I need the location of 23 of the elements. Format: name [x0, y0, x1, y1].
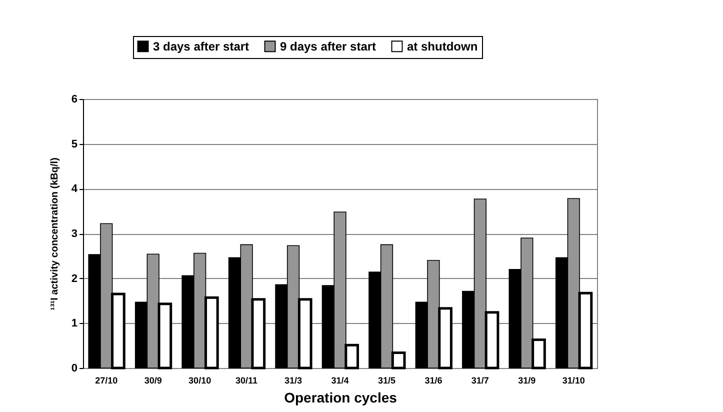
x-tick-label: 30/11 — [236, 376, 258, 386]
y-tick-label: 3 — [71, 228, 78, 240]
x-tick-label: 31/3 — [284, 376, 302, 386]
x-tick-label: 27/10 — [95, 376, 118, 386]
y-axis-title: ¹³¹I activity concentration (kBq/l) — [49, 158, 60, 310]
legend-label: 9 days after start — [280, 39, 376, 54]
y-tick-label: 1 — [71, 318, 78, 330]
y-tick-label: 4 — [71, 183, 78, 196]
x-tick-label: 31/6 — [424, 376, 442, 386]
y-tick-label: 0 — [71, 362, 78, 374]
x-tick-label: 31/9 — [518, 376, 536, 386]
x-tick-label: 31/10 — [562, 376, 585, 386]
x-tick-label: 30/9 — [144, 376, 162, 386]
y-tick-label: 2 — [71, 272, 78, 285]
legend-label: at shutdown — [407, 39, 478, 54]
x-tick-label: 30/10 — [188, 376, 212, 386]
x-tick-label: 31/4 — [331, 376, 349, 386]
x-tick-label: 31/5 — [378, 376, 396, 386]
y-tick-label: 6 — [71, 94, 78, 106]
x-axis-title: Operation cycles — [284, 390, 398, 406]
y-tick-label: 5 — [71, 138, 78, 150]
x-tick-label: 31/7 — [471, 376, 489, 386]
legend-label: 3 days after start — [153, 39, 250, 54]
